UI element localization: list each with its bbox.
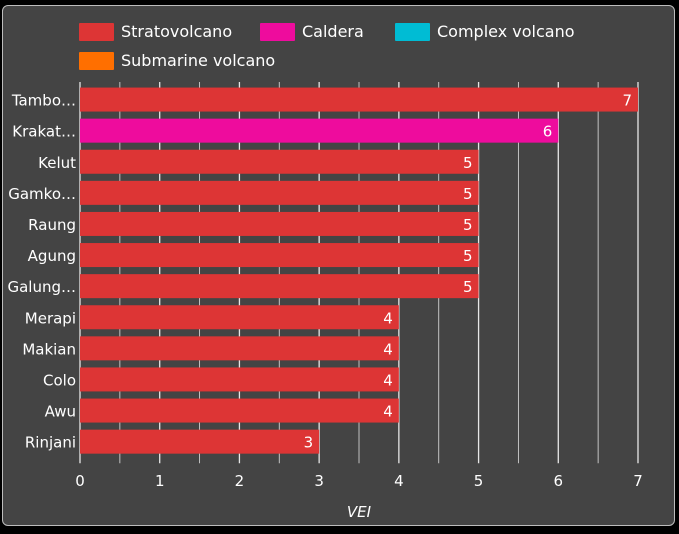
category-label: Awu bbox=[45, 403, 76, 421]
category-label: Merapi bbox=[25, 309, 76, 327]
data-label: 6 bbox=[543, 123, 553, 141]
x-tick-label: 6 bbox=[554, 472, 564, 490]
category-label: Kelut bbox=[38, 154, 76, 172]
bar-krakat bbox=[80, 118, 559, 143]
grid-lines bbox=[79, 82, 639, 464]
x-tick-label: 4 bbox=[394, 472, 404, 490]
category-label: Tambo… bbox=[11, 92, 76, 110]
data-label: 5 bbox=[463, 278, 473, 296]
category-label: Makian bbox=[22, 340, 76, 358]
legend-label-stratovolcano: Stratovolcano bbox=[121, 22, 232, 41]
x-axis-ticks: 0 1 2 3 4 5 6 7 bbox=[75, 472, 643, 490]
data-label: 5 bbox=[463, 154, 473, 172]
bar-awu bbox=[80, 398, 399, 423]
bar-makian bbox=[80, 336, 399, 361]
data-label: 4 bbox=[383, 340, 393, 358]
bar-tambo bbox=[80, 87, 638, 112]
bar-kelut bbox=[80, 149, 479, 174]
data-label: 5 bbox=[463, 247, 473, 265]
category-label: Raung bbox=[28, 216, 76, 234]
x-tick-label: 5 bbox=[474, 472, 484, 490]
x-axis-title: VEI bbox=[347, 503, 372, 521]
category-labels: Tambo… Krakat… Kelut Gamko… Raung Agung Galung… bbox=[7, 92, 76, 452]
bar-raung bbox=[80, 211, 479, 236]
data-label: 3 bbox=[304, 434, 314, 452]
data-label: 5 bbox=[463, 216, 473, 234]
bar-colo bbox=[80, 367, 399, 392]
category-label: Gamko… bbox=[8, 185, 76, 203]
legend-swatch-complex-volcano bbox=[395, 23, 430, 41]
legend-label-complex-volcano: Complex volcano bbox=[437, 22, 575, 41]
data-label: 4 bbox=[383, 309, 393, 327]
legend-label-caldera: Caldera bbox=[302, 22, 364, 41]
bar-galung bbox=[80, 274, 479, 299]
x-tick-label: 3 bbox=[314, 472, 324, 490]
x-tick-label: 7 bbox=[633, 472, 643, 490]
bar-gamko bbox=[80, 180, 479, 205]
x-tick-label: 0 bbox=[75, 472, 85, 490]
bar-chart: Stratovolcano Caldera Complex volcano Subma… bbox=[7, 22, 643, 521]
data-label: 4 bbox=[383, 403, 393, 421]
bars: 7 6 5 5 5 5 5 4 4 4 4 3 bbox=[80, 87, 638, 454]
bar-merapi bbox=[80, 305, 399, 330]
bar-agung bbox=[80, 243, 479, 268]
category-label: Krakat… bbox=[12, 123, 76, 141]
category-label: Colo bbox=[43, 371, 76, 389]
legend-swatch-stratovolcano bbox=[79, 23, 114, 41]
category-label: Agung bbox=[28, 247, 76, 265]
category-label: Rinjani bbox=[25, 434, 76, 452]
legend: Stratovolcano Caldera Complex volcano Subma… bbox=[79, 22, 575, 70]
legend-swatch-caldera bbox=[260, 23, 295, 41]
legend-label-submarine-volcano: Submarine volcano bbox=[121, 51, 275, 70]
data-label: 5 bbox=[463, 185, 473, 203]
x-tick-label: 2 bbox=[235, 472, 245, 490]
chart-panel: Stratovolcano Caldera Complex volcano Subma… bbox=[2, 5, 675, 526]
data-label: 4 bbox=[383, 371, 393, 389]
x-tick-label: 1 bbox=[155, 472, 165, 490]
data-label: 7 bbox=[622, 92, 632, 110]
category-label: Galung… bbox=[7, 278, 76, 296]
bar-rinjani bbox=[80, 429, 320, 454]
legend-swatch-submarine-volcano bbox=[79, 52, 114, 70]
